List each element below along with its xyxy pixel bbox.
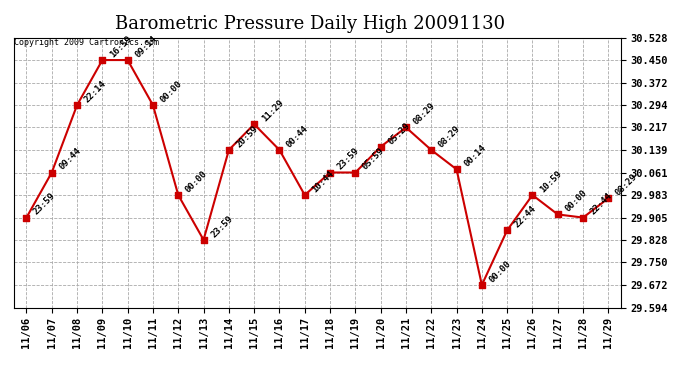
Point — [502, 227, 513, 233]
Point — [603, 195, 614, 201]
Text: 08:29: 08:29 — [614, 172, 639, 198]
Point — [552, 211, 563, 217]
Point — [324, 170, 335, 176]
Text: 23:59: 23:59 — [209, 214, 235, 239]
Text: 08:29: 08:29 — [437, 124, 462, 149]
Text: 10:59: 10:59 — [538, 169, 563, 194]
Point — [299, 192, 310, 198]
Point — [400, 124, 411, 130]
Text: 11:29: 11:29 — [259, 98, 285, 123]
Text: 05:59: 05:59 — [361, 146, 386, 172]
Text: 22:14: 22:14 — [83, 79, 108, 104]
Text: 23:59: 23:59 — [32, 192, 57, 217]
Text: 20:59: 20:59 — [235, 124, 259, 149]
Point — [274, 147, 285, 153]
Point — [451, 166, 462, 172]
Point — [46, 170, 57, 176]
Text: 23:59: 23:59 — [335, 146, 361, 172]
Text: Copyright 2009 Cartronics.com: Copyright 2009 Cartronics.com — [14, 38, 159, 46]
Text: 00:14: 00:14 — [462, 143, 487, 168]
Point — [21, 214, 32, 220]
Point — [172, 192, 184, 198]
Point — [148, 102, 159, 108]
Point — [198, 237, 209, 243]
Text: 08:29: 08:29 — [411, 101, 437, 127]
Point — [72, 102, 83, 108]
Point — [224, 147, 235, 153]
Text: 00:00: 00:00 — [159, 79, 184, 104]
Text: 09:44: 09:44 — [57, 146, 83, 172]
Text: 00:00: 00:00 — [487, 259, 513, 284]
Point — [476, 282, 487, 288]
Text: 10:44: 10:44 — [310, 169, 335, 194]
Text: Barometric Pressure Daily High 20091130: Barometric Pressure Daily High 20091130 — [115, 15, 506, 33]
Text: 16:59: 16:59 — [108, 34, 133, 59]
Point — [350, 170, 361, 176]
Text: 00:00: 00:00 — [184, 169, 209, 194]
Text: 00:44: 00:44 — [285, 124, 310, 149]
Point — [375, 144, 386, 150]
Text: 05:29: 05:29 — [386, 121, 411, 146]
Point — [97, 57, 108, 63]
Point — [426, 147, 437, 153]
Point — [248, 121, 259, 127]
Text: 22:44: 22:44 — [589, 192, 614, 217]
Text: 00:00: 00:00 — [563, 188, 589, 214]
Text: 22:44: 22:44 — [513, 204, 538, 230]
Point — [527, 192, 538, 198]
Text: 09:14: 09:14 — [133, 34, 159, 59]
Point — [122, 57, 133, 63]
Point — [578, 214, 589, 220]
